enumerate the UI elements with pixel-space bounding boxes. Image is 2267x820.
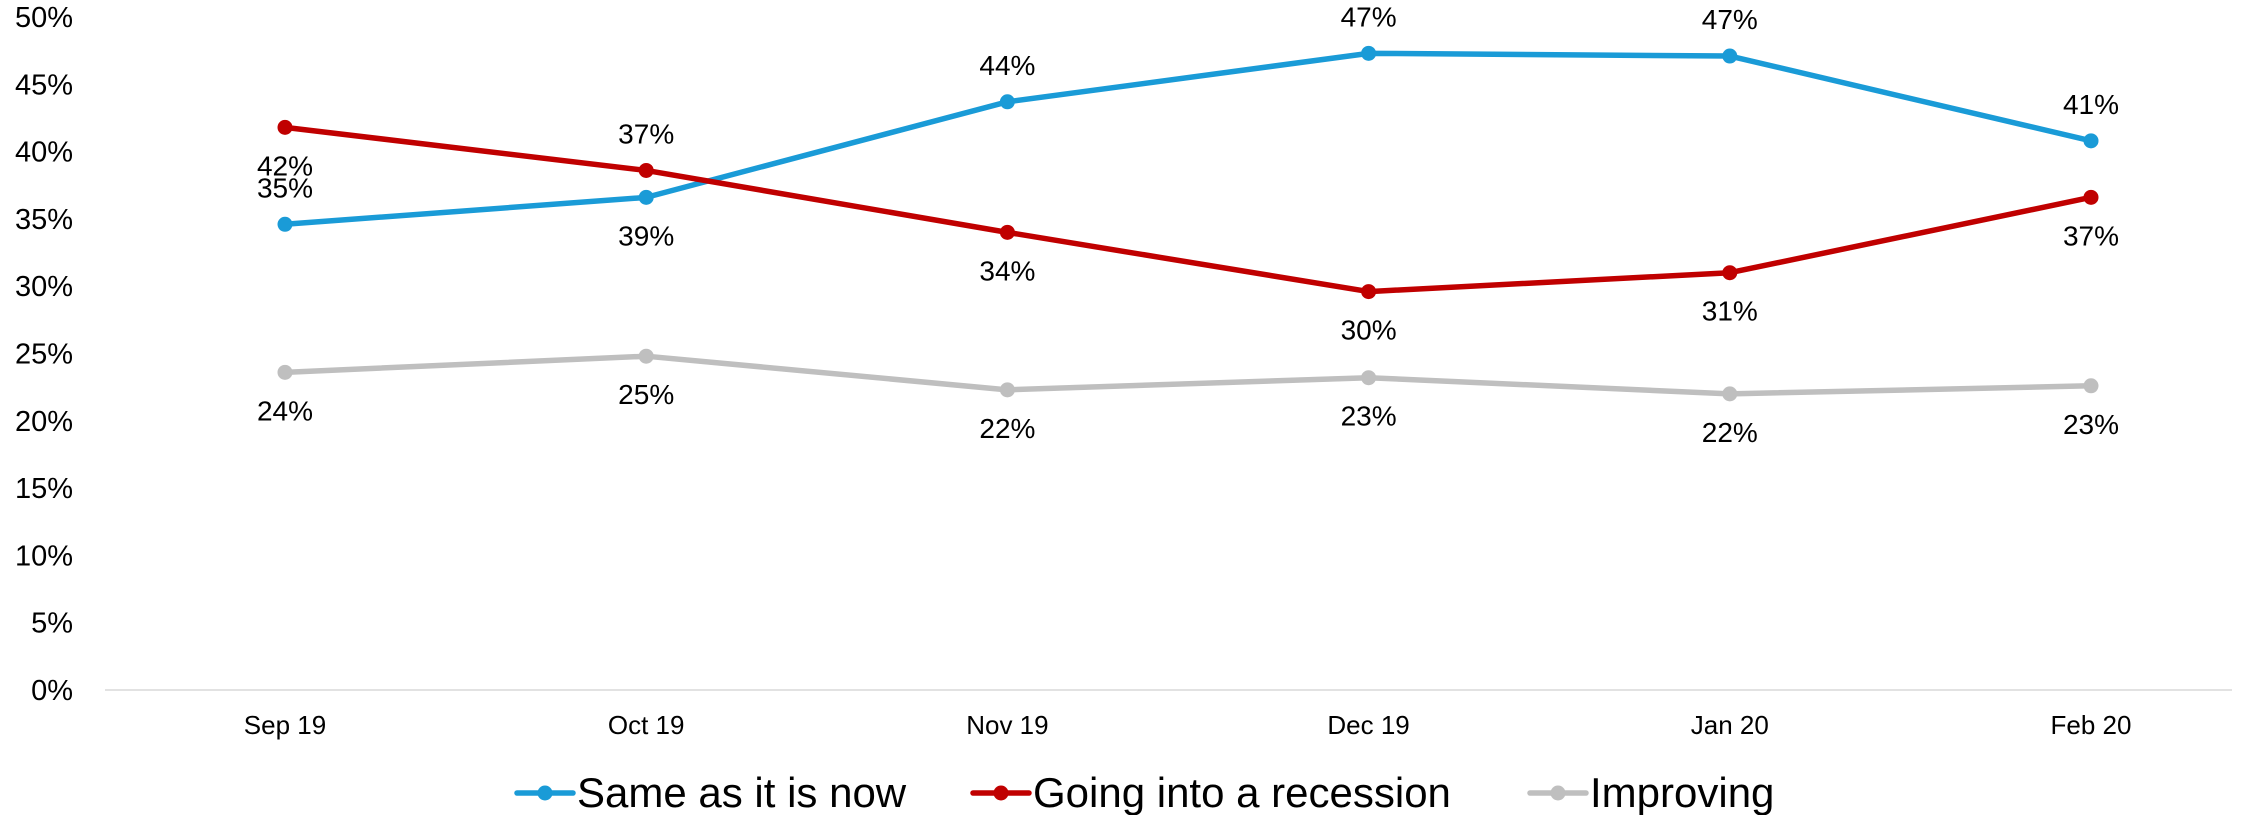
data-label: 30% [1341,315,1397,346]
x-tick-label: Feb 20 [2051,710,2132,740]
y-tick-label: 40% [15,137,73,169]
data-label: 25% [618,379,674,410]
series-line-2 [282,353,2094,397]
series-line-1 [282,124,2094,295]
y-tick-label: 20% [15,406,73,438]
legend-item: Same as it is now [514,769,907,816]
data-label: 24% [257,395,313,426]
data-label: 42% [257,150,313,181]
x-tick-label: Jan 20 [1691,710,1769,740]
data-label: 47% [1341,1,1397,32]
x-tick-label: Oct 19 [608,710,685,740]
data-label: 31% [1702,296,1758,327]
legend: Same as it is now Going into a recession I… [514,769,1774,816]
data-point [999,382,1015,398]
data-point [2083,133,2099,149]
data-label: 44% [979,50,1035,81]
data-point [1361,370,1377,386]
data-label: 41% [2063,89,2119,120]
y-tick-label: 30% [15,271,73,303]
data-label: 47% [1702,4,1758,35]
data-label: 34% [979,255,1035,286]
legend-item: Improving [1527,769,1774,816]
legend-swatch-marker [1550,785,1566,801]
data-point [1361,284,1377,300]
data-point [638,348,654,364]
data-point [1361,45,1377,61]
legend-label: Same as it is now [577,769,907,815]
data-point [2083,189,2099,205]
y-axis: 0% 5% 10% 15% 20% 25% 30% 35% 40% 45% 50% [15,2,73,707]
y-tick-label: 10% [15,540,73,572]
legend-label: Improving [1590,769,1774,815]
data-point [1722,48,1738,64]
data-label: 22% [979,413,1035,444]
data-label: 35% [257,172,313,203]
y-tick-label: 5% [31,608,73,640]
data-point [1722,386,1738,402]
data-point [638,189,654,205]
data-label: 23% [2063,409,2119,440]
data-label: 37% [2063,220,2119,251]
data-label: 37% [618,118,674,149]
data-point [277,216,293,232]
data-point [999,224,1015,240]
y-tick-label: 45% [15,69,73,101]
y-tick-label: 15% [15,473,73,505]
data-point [277,364,293,380]
data-label: 23% [1341,401,1397,432]
series-lines [277,45,2099,402]
series-line-0 [282,50,2094,228]
legend-swatch-marker [537,785,553,801]
data-point [1722,265,1738,281]
x-axis: Sep 19 Oct 19 Nov 19 Dec 19 Jan 20 Feb 20 [105,689,2232,740]
x-tick-label: Nov 19 [966,710,1048,740]
x-tick-label: Dec 19 [1327,710,1409,740]
data-point [638,162,654,178]
data-point [277,119,293,135]
legend-label: Going into a recession [1033,769,1451,815]
data-point [999,94,1015,110]
legend-swatch-marker [993,785,1009,801]
y-tick-label: 25% [15,339,73,371]
data-labels: 35% 39% 44% 47% 47% 41% 42% 37% 34% 30% 31% 37% 24% 2… [257,1,2119,448]
y-tick-label: 0% [31,675,73,707]
y-tick-label: 35% [15,204,73,236]
legend-item: Going into a recession [970,769,1451,816]
x-tick-label: Sep 19 [244,710,326,740]
y-tick-label: 50% [15,2,73,34]
data-label: 39% [618,220,674,251]
data-point [2083,378,2099,394]
data-label: 22% [1702,417,1758,448]
